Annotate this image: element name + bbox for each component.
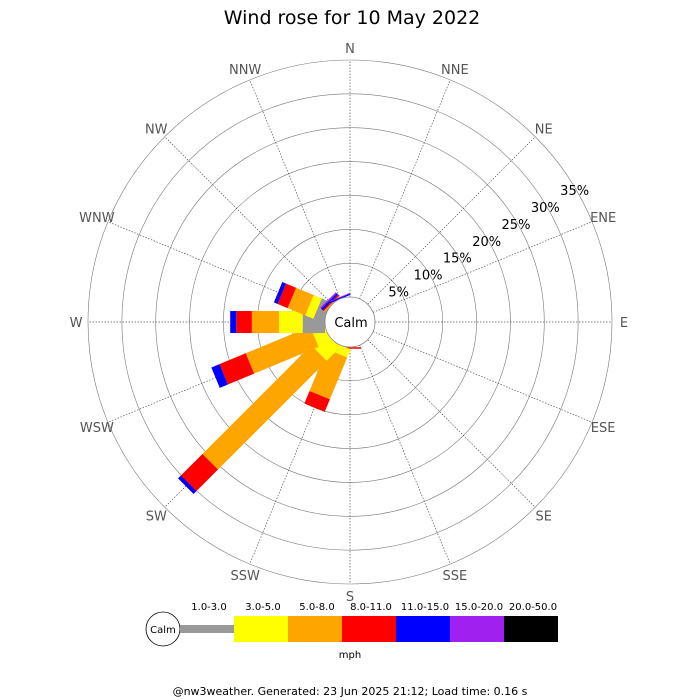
ring-label-30: 30%	[531, 201, 560, 216]
direction-label-ese: ESE	[591, 421, 616, 436]
direction-label-e: E	[620, 316, 628, 331]
legend-label-20.0-50.0: 20.0-50.0	[509, 602, 557, 613]
speed-legend: Calm 1.0-3.0 3.0-5.0 5.0-8.0 8.0-11.0 11.0-1…	[145, 602, 558, 661]
direction-label-s: S	[346, 590, 354, 605]
bar-wnw-11.0-15.0	[273, 282, 287, 304]
bar-wsw-8.0-11.0	[219, 353, 255, 385]
bar-wnw-8.0-11.0	[277, 283, 297, 309]
direction-label-w: W	[70, 316, 83, 331]
ring-label-20: 20%	[472, 235, 501, 250]
ring-label-35: 35%	[560, 184, 589, 199]
calm-circle: Calm	[324, 296, 376, 348]
bar-wsw-11.0-15.0	[211, 364, 228, 388]
ring-label-10: 10%	[414, 269, 443, 284]
legend-unit-label: mph	[339, 650, 361, 661]
direction-labels: N NNE NE ENE E ESE SE SSE S SSW SW WSW W WNW NW NNW	[70, 42, 629, 605]
bar-wsw-5.0-8.0	[245, 326, 319, 374]
bar-w-3.0-5.0	[278, 311, 303, 333]
direction-label-wsw: WSW	[80, 421, 114, 436]
bar-sw-5.0-8.0	[202, 345, 327, 470]
bar-ssw-8.0-11.0	[304, 390, 330, 412]
bar-wnw-3.0-5.0	[305, 295, 322, 319]
ring-label-15: 15%	[443, 252, 472, 267]
ring-15	[223, 195, 477, 449]
ring-labels: 5% 10%15%20%25%30%35%	[388, 184, 589, 301]
bar-w-5.0-8.0	[251, 311, 279, 333]
spoke-sse	[359, 344, 451, 565]
direction-label-nne: NNE	[441, 63, 469, 78]
bar-sw-11.0-15.0	[178, 475, 197, 494]
ring-35	[87, 59, 613, 585]
spoke-ne	[367, 136, 536, 305]
ring-label-25: 25%	[502, 218, 531, 233]
direction-label-se: SE	[536, 510, 552, 525]
direction-label-sw: SW	[146, 510, 167, 525]
bar-sw-8.0-11.0	[180, 454, 218, 492]
spoke-se	[367, 339, 536, 508]
spoke-nne	[359, 79, 451, 300]
legend-label-8.0-11.0: 8.0-11.0	[350, 602, 392, 613]
spoke-nnw	[249, 79, 341, 300]
legend-swatch-11.0-15.0	[396, 616, 450, 642]
legend-label-1.0-3.0: 1.0-3.0	[191, 602, 226, 613]
calm-label: Calm	[334, 316, 367, 331]
direction-label-wnw: WNW	[79, 211, 115, 226]
legend-swatch-1.0-3.0	[180, 625, 234, 633]
legend-swatch-5.0-8.0	[288, 616, 342, 642]
bar-w-8.0-11.0	[236, 311, 252, 333]
bar-wnw-5.0-8.0	[287, 287, 314, 316]
legend-swatch-8.0-11.0	[342, 616, 396, 642]
bar-nnw-15.0-20.0	[329, 292, 351, 302]
ring-label-5: 5%	[388, 286, 409, 301]
calm-circle-shape	[324, 296, 376, 348]
spoke-nw	[164, 136, 333, 305]
direction-label-nnw: NNW	[229, 63, 261, 78]
legend-swatch-15.0-20.0	[450, 616, 504, 642]
legend-swatch-3.0-5.0	[234, 616, 288, 642]
direction-label-ne: NE	[535, 122, 553, 137]
bar-nw-15.0-20.0	[320, 292, 337, 309]
legend-swatch-20.0-50.0	[504, 616, 558, 642]
bar-ssw-5.0-8.0	[309, 349, 348, 400]
bar-nnw-11.0-15.0	[329, 293, 351, 304]
legend-label-3.0-5.0: 3.0-5.0	[245, 602, 280, 613]
direction-label-n: N	[345, 42, 355, 57]
legend-label-11.0-15.0: 11.0-15.0	[401, 602, 449, 613]
direction-label-nw: NW	[145, 122, 168, 137]
spoke-ese	[372, 331, 593, 423]
direction-label-sse: SSE	[442, 569, 467, 584]
ring-30	[121, 93, 579, 551]
bar-w-11.0-15.0	[230, 311, 237, 333]
bar-nw-8.0-11.0	[322, 294, 340, 312]
legend-calm-label: Calm	[150, 625, 176, 636]
footer-text: @nw3weather. Generated: 23 Jun 2025 21:1…	[173, 685, 528, 698]
direction-label-ene: ENE	[590, 211, 616, 226]
direction-label-ssw: SSW	[230, 569, 260, 584]
legend-label-15.0-20.0: 15.0-20.0	[455, 602, 503, 613]
chart-title: Wind rose for 10 May 2022	[224, 7, 481, 29]
spoke-ene	[372, 221, 593, 313]
wind-bars	[178, 282, 361, 494]
legend-label-5.0-8.0: 5.0-8.0	[299, 602, 334, 613]
